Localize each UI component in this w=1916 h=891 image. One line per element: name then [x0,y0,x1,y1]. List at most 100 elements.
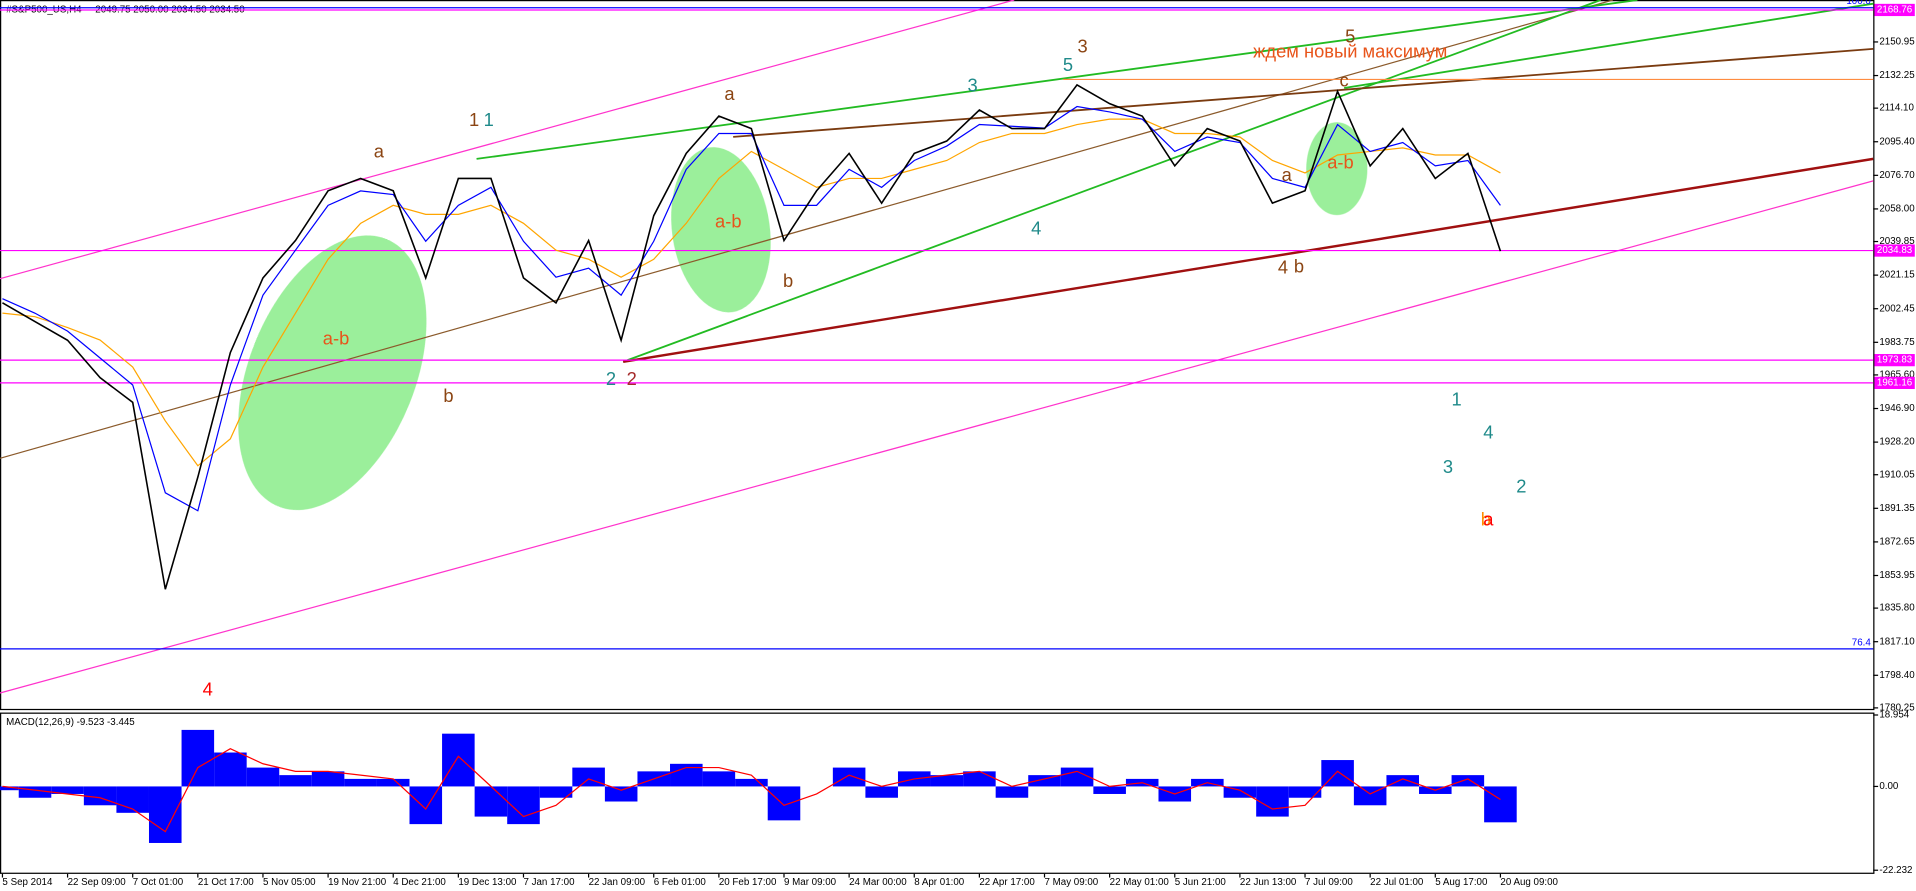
x-tick-label: 22 Sep 09:00 [68,877,127,888]
macd-bar [181,729,215,787]
wave-label: 5 [1345,26,1355,47]
wave-label: 2 [1516,476,1526,497]
y-tick-label: 1780.25 [1879,702,1915,713]
macd-bar [0,786,19,791]
x-tick-label: 7 Jan 17:00 [523,877,575,888]
wave-label: ждем новый максимум [1253,40,1447,61]
macd-bar [702,771,736,787]
trend-line [622,0,1602,363]
level-tag [1874,3,1915,17]
wave-label: 2 [627,368,637,389]
x-tick-label: 19 Nov 21:00 [328,877,387,888]
y-tick-label: 1872.65 [1879,536,1915,547]
y-tick-label: 2039.85 [1879,236,1915,247]
x-tick-label: 22 Jun 13:00 [1240,877,1297,888]
macd-bar [311,771,345,787]
trend-line [733,47,1874,138]
trendlines [0,0,1874,694]
y-tick-label: 2114.10 [1879,103,1914,114]
wave-label: 4 [1278,257,1288,278]
macd-bar [344,778,377,787]
x-tick-label: 8 Apr 01:00 [914,877,965,888]
wave-label: a [1483,509,1494,530]
macd-bar [1451,775,1485,787]
macd-bar [832,767,866,787]
x-tick-label: 22 Jul 01:00 [1370,877,1424,888]
wave-label: a-b [715,210,741,231]
wave-label: a [374,141,385,162]
y-tick-label: 2002.45 [1879,303,1915,314]
macd-bar [442,733,475,787]
x-tick-label: 21 Oct 17:00 [198,877,254,888]
x-tick-label: 20 Feb 17:00 [719,877,777,888]
y-tick-label: 1835.80 [1879,603,1915,614]
wave-label: 4 [1483,422,1493,443]
y-tick-label: 0.00 [1879,781,1899,792]
x-tick-label: 24 Mar 00:00 [849,877,907,888]
x-tick-label: 6 Feb 01:00 [654,877,707,888]
wave-label: b [1481,509,1491,530]
wave-label: c [1340,70,1349,91]
macd-bar [409,786,443,825]
x-tick-label: 7 Jul 09:00 [1305,877,1353,888]
y-tick-label: 1891.35 [1879,503,1915,514]
y-tick-label: 2132.25 [1879,70,1915,81]
wave-label: a [724,83,735,104]
y-tick-label: 1983.75 [1879,337,1915,348]
zone-ellipse [238,235,427,511]
macd-bar [1256,786,1289,817]
x-tick-label: 4 Dec 21:00 [393,877,446,888]
y-tick-label: 1946.90 [1879,403,1915,414]
y-tick-label: 18.954 [1879,710,1909,721]
macd-bar [279,775,312,787]
macd-bar [246,767,280,787]
wave-label: 2 [606,368,616,389]
price-line [2,83,1502,590]
x-tick-label: 5 Aug 17:00 [1435,877,1488,888]
y-tick-label: 1853.95 [1879,570,1915,581]
x-tick-label: 22 May 01:00 [1110,877,1170,888]
wave-label: 3 [1443,456,1453,477]
macd-bar [735,778,768,787]
wave-label: a-b [1327,152,1353,173]
y-tick-label: 1910.05 [1879,469,1915,480]
level-label: 2168.76 [1877,5,1912,16]
macd-bar [1093,786,1126,794]
macd-bar [507,786,540,825]
macd-bar [18,786,52,798]
macd-title: MACD(12,26,9) -9.523 -3.445 [6,717,135,728]
x-tick-label: 5 Nov 05:00 [263,877,316,888]
moving-average [2,118,1501,467]
y-tick-label: 2076.70 [1879,170,1915,181]
fib-label: 76.4 [1852,637,1872,648]
x-tick-label: 5 Jun 21:00 [1175,877,1227,888]
zones [238,122,1368,511]
y-tick-label: -22.232 [1879,865,1912,876]
macd-bar [51,786,84,794]
zone-ellipse [1306,122,1368,216]
x-tick-label: 7 Oct 01:00 [133,877,184,888]
macd-bar [1223,786,1257,798]
wave-label: 4 [203,678,213,699]
macd-frame [0,712,1875,874]
wave-label: b [1294,256,1304,277]
macd-bar [995,786,1029,798]
macd-bar [865,786,898,798]
wave-label: a-b [323,328,349,349]
trend-line [0,0,1614,459]
level-tag [1874,354,1915,367]
wave-label: a [1282,164,1293,185]
signal-line [2,748,1501,833]
x-tick-label: 20 Aug 09:00 [1500,877,1558,888]
wave-label: b [443,385,453,406]
macd-bar [767,786,801,821]
trend-line [1343,2,1874,89]
macd-bar [572,767,605,787]
x-tick-label: 22 Jan 09:00 [589,877,646,888]
x-tick-label: 9 Mar 09:00 [784,877,837,888]
y-tick-label: 1817.10 [1879,636,1915,647]
wave-label: b [783,270,793,291]
x-tick-label: 5 Sep 2014 [2,877,53,888]
trend-line [622,157,1874,363]
